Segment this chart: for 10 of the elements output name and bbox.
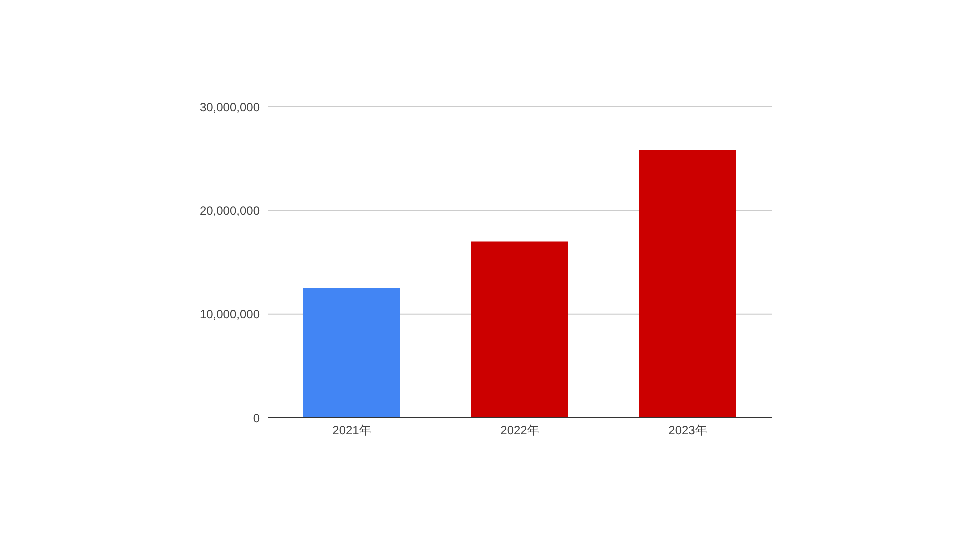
x-tick-label: 2021年 <box>332 424 372 438</box>
y-tick-label: 30,000,000 <box>200 100 260 114</box>
bar <box>639 150 736 418</box>
bar <box>471 242 568 418</box>
y-tick-label: 0 <box>253 411 260 426</box>
y-tick-label: 20,000,000 <box>200 204 260 218</box>
x-tick-label: 2023年 <box>668 424 708 438</box>
y-tick-label: 10,000,000 <box>200 308 260 322</box>
bar <box>303 288 400 418</box>
x-tick-label: 2022年 <box>500 424 540 438</box>
